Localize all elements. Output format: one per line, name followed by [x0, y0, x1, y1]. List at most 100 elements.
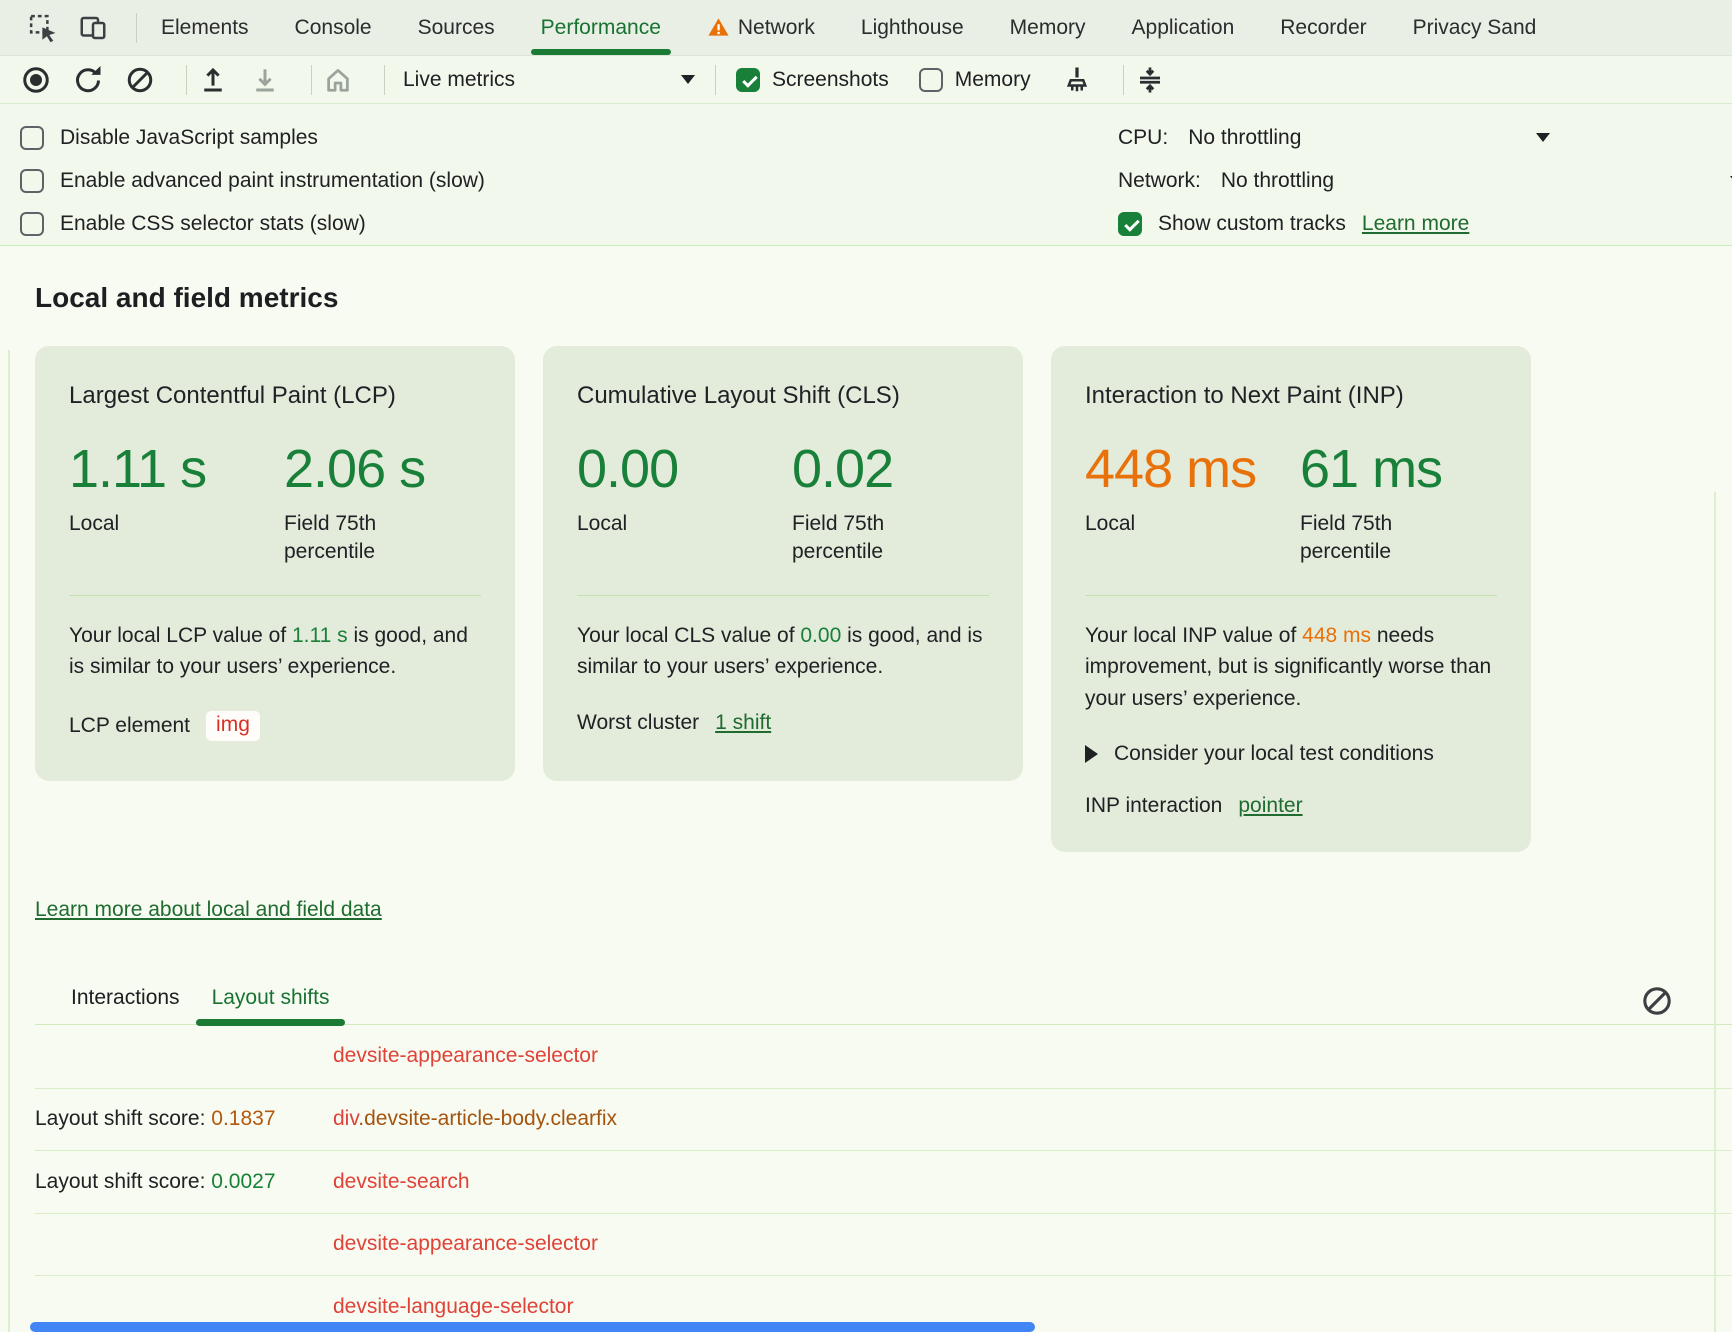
field-value: 2.06 s: [284, 439, 426, 499]
device-toolbar-icon[interactable]: [76, 11, 110, 45]
field-label: Field 75th percentile: [1300, 512, 1393, 564]
local-field-data-learn-more-link[interactable]: Learn more about local and field data: [35, 898, 382, 922]
tab-sources[interactable]: Sources: [417, 15, 495, 39]
element-link[interactable]: devsite-appearance-selector: [333, 1044, 598, 1068]
chevron-down-icon: [1730, 176, 1732, 185]
layout-shift-row[interactable]: Layout shift score: 0.1837 div.devsite-a…: [35, 1087, 1732, 1151]
tab-performance[interactable]: Performance: [530, 0, 672, 55]
card-divider: [1085, 594, 1497, 596]
metric-card-inp: Interaction to Next Paint (INP) 448 ms L…: [1051, 346, 1531, 853]
devtools-tabbar: Elements Console Sources Performance Net…: [0, 0, 1732, 56]
capture-settings-pane: Disable JavaScript samples Enable advanc…: [0, 104, 1732, 246]
advanced-paint-checkbox[interactable]: [20, 168, 44, 193]
card-values: 0.00 Local 0.02 Field 75th percentile: [577, 438, 989, 567]
custom-tracks-learn-more-link[interactable]: Learn more: [1361, 211, 1470, 235]
inp-interaction-link[interactable]: pointer: [1238, 794, 1303, 818]
shift-score: 0.1837: [211, 1107, 276, 1131]
element-link[interactable]: devsite-language-selector: [333, 1294, 574, 1318]
worst-cluster-label: Worst cluster: [577, 710, 700, 734]
record-button[interactable]: [20, 64, 52, 96]
tab-memory[interactable]: Memory: [1009, 15, 1086, 39]
collect-garbage-icon[interactable]: [1061, 64, 1093, 96]
triangle-right-icon: [1085, 745, 1098, 764]
layout-shift-row[interactable]: devsite-appearance-selector: [35, 1212, 1732, 1276]
clear-log-icon[interactable]: [1640, 984, 1674, 1018]
home-icon[interactable]: [322, 64, 354, 96]
local-value: 448 ms: [1085, 439, 1257, 499]
chevron-down-icon: [1536, 133, 1550, 142]
layout-shift-row[interactable]: devsite-language-selector: [35, 1275, 1732, 1332]
metric-cards: Largest Contentful Paint (LCP) 1.11 s Lo…: [35, 346, 1732, 853]
collapse-sections-icon[interactable]: [1134, 64, 1166, 96]
chevron-down-icon: [681, 75, 695, 84]
card-values: 1.11 s Local 2.06 s Field 75th percentil…: [69, 438, 481, 567]
load-profile-icon[interactable]: [197, 64, 229, 96]
screenshots-checkbox-row: Screenshots: [736, 67, 889, 92]
capture-settings-left: Disable JavaScript samples Enable advanc…: [20, 116, 485, 245]
cpu-throttling-select[interactable]: CPU: No throttling: [1118, 116, 1550, 159]
divider: [8, 350, 10, 1332]
css-selector-stats-checkbox[interactable]: [20, 211, 44, 236]
css-selector-stats-row: Enable CSS selector stats (slow): [20, 202, 485, 245]
performance-toolbar: Live metrics Screenshots Memory: [0, 56, 1732, 104]
field-value: 0.02: [792, 439, 894, 499]
local-label: Local: [577, 512, 628, 535]
tab-layout-shifts[interactable]: Layout shifts: [195, 986, 346, 1027]
advanced-paint-row: Enable advanced paint instrumentation (s…: [20, 159, 485, 202]
tab-network[interactable]: Network: [707, 0, 815, 55]
network-throttling-select[interactable]: Network: No throttling: [1118, 159, 1732, 202]
disable-js-samples-row: Disable JavaScript samples: [20, 116, 485, 159]
clear-button[interactable]: [124, 64, 156, 96]
divider: [1122, 64, 1124, 95]
element-link[interactable]: devsite-search: [333, 1169, 470, 1193]
tab-elements[interactable]: Elements: [161, 15, 249, 39]
layout-shift-row[interactable]: devsite-appearance-selector: [35, 1025, 1732, 1088]
lcp-element-link[interactable]: img: [206, 710, 260, 741]
show-custom-tracks-checkbox[interactable]: [1118, 211, 1142, 236]
divider: [136, 12, 137, 43]
tab-application[interactable]: Application: [1131, 15, 1235, 39]
reload-record-button[interactable]: [72, 64, 104, 96]
throttling-settings: CPU: No throttling Network: No throttlin…: [1118, 116, 1732, 245]
card-divider: [577, 594, 989, 596]
save-profile-icon[interactable]: [249, 64, 281, 96]
element-link[interactable]: devsite-appearance-selector: [333, 1232, 598, 1256]
log-tabs: Interactions Layout shifts: [35, 974, 1732, 1027]
live-metrics-dropdown[interactable]: Live metrics: [403, 68, 695, 92]
field-label: Field 75th percentile: [792, 512, 885, 564]
divider: [186, 64, 187, 95]
inspect-element-icon[interactable]: [26, 11, 60, 45]
screenshots-checkbox[interactable]: [736, 67, 760, 92]
card-description: Your local INP value of 448 ms needs imp…: [1085, 623, 1492, 710]
disable-js-samples-checkbox[interactable]: [20, 125, 44, 150]
card-description: Your local CLS value of 0.00 is good, an…: [577, 623, 983, 679]
memory-checkbox-row: Memory: [918, 67, 1031, 92]
local-value: 1.11 s: [69, 439, 207, 499]
divider: [715, 64, 716, 95]
field-value: 61 ms: [1300, 439, 1443, 499]
tab-lighthouse[interactable]: Lighthouse: [860, 15, 964, 39]
local-label: Local: [69, 512, 120, 535]
field-label: Field 75th percentile: [284, 512, 377, 564]
card-divider: [69, 594, 481, 596]
local-value: 0.00: [577, 439, 679, 499]
card-values: 448 ms Local 61 ms Field 75th percentile: [1085, 438, 1497, 567]
worst-cluster-link[interactable]: 1 shift: [715, 710, 772, 734]
lcp-element-label: LCP element: [69, 713, 191, 737]
local-test-conditions-disclosure[interactable]: Consider your local test conditions: [1085, 742, 1497, 766]
horizontal-scroll-indicator[interactable]: [30, 1322, 1035, 1332]
local-label: Local: [1085, 512, 1136, 535]
card-title: Largest Contentful Paint (LCP): [69, 382, 396, 409]
card-description: Your local LCP value of 1.11 s is good, …: [69, 623, 468, 679]
card-title: Cumulative Layout Shift (CLS): [577, 382, 900, 409]
desc-value: 1.11 s: [291, 623, 348, 647]
element-link[interactable]: div.devsite-article-body.clearfix: [333, 1107, 618, 1131]
card-title: Interaction to Next Paint (INP): [1085, 382, 1404, 409]
memory-checkbox[interactable]: [918, 67, 943, 92]
tab-interactions[interactable]: Interactions: [71, 986, 180, 1010]
layout-shift-row[interactable]: Layout shift score: 0.0027 devsite-searc…: [35, 1150, 1732, 1213]
tab-privacy-sandbox[interactable]: Privacy Sand: [1412, 15, 1537, 39]
tab-console[interactable]: Console: [294, 15, 372, 39]
tab-recorder[interactable]: Recorder: [1280, 15, 1367, 39]
